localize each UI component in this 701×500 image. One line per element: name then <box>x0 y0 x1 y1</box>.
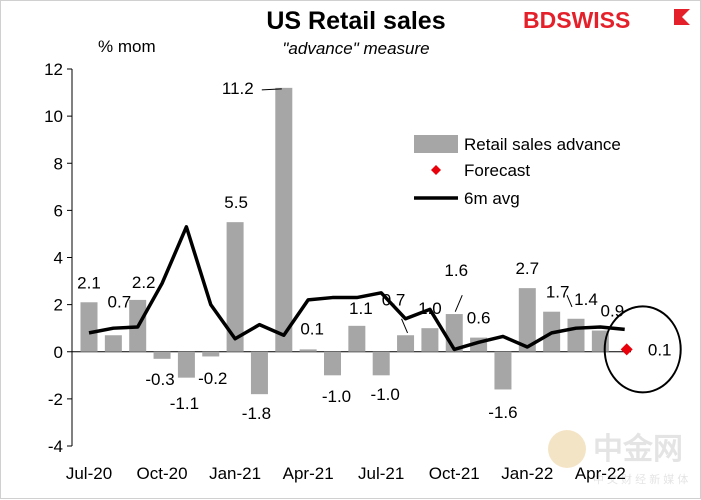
data-label: -1.0 <box>371 385 400 404</box>
forecast-highlight-circle <box>603 305 682 394</box>
x-tick-label: Jul-21 <box>358 464 404 483</box>
avg-line <box>88 225 625 352</box>
logo-text-bd: BD <box>523 7 556 33</box>
bar <box>518 288 536 352</box>
bar <box>275 87 293 352</box>
data-label: 0.1 <box>300 319 324 338</box>
data-label: -1.0 <box>322 387 351 406</box>
data-label: 5.5 <box>224 193 248 212</box>
data-label: 1.0 <box>418 299 442 318</box>
bdswiss-logo: BDSWISS <box>523 7 690 33</box>
x-tick-label: Oct-20 <box>137 464 188 483</box>
y-tick-label: 8 <box>54 154 63 173</box>
data-label-leader <box>454 295 463 312</box>
logo-text-swiss: SWISS <box>556 7 630 33</box>
data-label: -1.8 <box>242 404 271 423</box>
data-label: 1.1 <box>349 299 373 318</box>
data-label: -0.2 <box>198 369 227 388</box>
data-label-leader <box>566 295 573 308</box>
bar <box>397 335 415 352</box>
legend-swatch-bar <box>414 135 458 153</box>
data-label: -0.3 <box>145 370 174 389</box>
watermark-subtitle: 中 文 财 经 新 媒 体 <box>593 472 688 486</box>
plot-area: -4 -2 0 2 4 6 8 10 12 Jul-20 Oct-20 Jan-21 Apr-21 Jul… <box>44 60 682 483</box>
bar <box>80 302 98 352</box>
data-label: 1.6 <box>444 261 468 280</box>
bar <box>202 351 220 357</box>
y-tick-label: 2 <box>54 296 63 315</box>
data-label-leader <box>401 318 409 334</box>
logo-flag-icon <box>674 9 690 25</box>
y-axis-unit: % mom <box>98 37 156 56</box>
svg-text:BDSWISS: BDSWISS <box>523 7 630 33</box>
bar <box>104 335 122 352</box>
forecast-marker <box>620 343 633 356</box>
y-tick-label: 10 <box>44 107 63 126</box>
x-tick-label: Jan-21 <box>209 464 261 483</box>
legend-label: Retail sales advance <box>464 135 621 154</box>
bar <box>494 351 512 390</box>
bar <box>372 351 390 376</box>
x-tick-label: Jan-22 <box>501 464 553 483</box>
y-tick-label: 0 <box>54 343 63 362</box>
bar <box>567 318 585 352</box>
data-label: 2.1 <box>77 273 101 292</box>
bar <box>324 351 341 376</box>
y-tick-label: 12 <box>44 60 63 79</box>
data-label: 2.2 <box>132 273 156 292</box>
legend: Retail sales advance Forecast 6m avg <box>414 135 621 208</box>
bar <box>299 349 317 352</box>
watermark-logo-icon <box>548 430 586 468</box>
data-label: 1.4 <box>574 290 598 309</box>
y-tick-label: -2 <box>48 390 63 409</box>
data-label: -1.6 <box>488 403 517 422</box>
data-label: -1.1 <box>170 394 199 413</box>
legend-label: 6m avg <box>464 189 520 208</box>
legend-label: Forecast <box>464 161 530 180</box>
x-tick-label: Jul-20 <box>66 464 112 483</box>
legend-swatch-marker <box>431 165 441 175</box>
x-tick-label: Apr-22 <box>575 464 626 483</box>
data-label: 1.7 <box>546 283 570 302</box>
data-label: 0.9 <box>601 302 625 321</box>
x-tick-label: Apr-21 <box>283 464 334 483</box>
data-label: 2.7 <box>515 259 539 278</box>
data-label: 0.6 <box>467 309 491 328</box>
chart-title: US Retail sales <box>266 7 445 35</box>
data-label-leader <box>261 88 282 91</box>
y-tick-label: -4 <box>48 437 63 456</box>
bar <box>153 351 171 359</box>
chart-subtitle: "advance" measure <box>282 39 429 58</box>
data-label: 0.7 <box>108 292 132 311</box>
bar <box>226 222 244 352</box>
watermark: 中金网 中 文 财 经 新 媒 体 <box>548 430 688 486</box>
y-tick-label: 6 <box>54 201 63 220</box>
y-tick-label: 4 <box>54 249 63 268</box>
bar <box>421 328 439 352</box>
bar <box>177 351 195 378</box>
bar <box>250 351 268 395</box>
bar <box>348 325 366 352</box>
data-label: 11.2 <box>222 79 254 98</box>
x-tick-label: Oct-21 <box>429 464 480 483</box>
data-label: 0.7 <box>382 290 406 309</box>
watermark-name: 中金网 <box>593 432 683 466</box>
data-label: 0.1 <box>648 340 672 359</box>
